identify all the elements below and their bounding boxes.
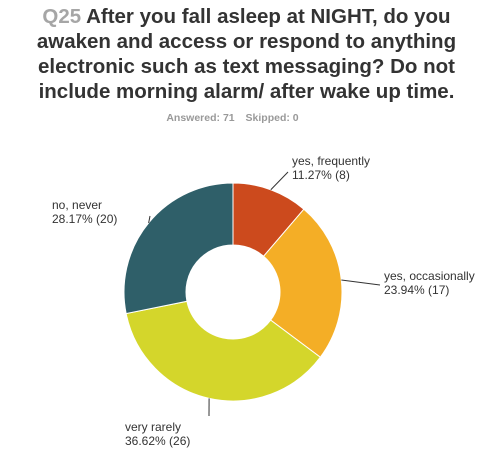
- slice-label: yes, occasionally: [384, 269, 475, 283]
- slice-value-label: 11.27% (8): [292, 168, 350, 182]
- question-text-line-1: After you fall asleep at NIGHT, do you: [86, 5, 451, 28]
- leader-line: [341, 279, 381, 286]
- slice-value-label: 36.62% (26): [125, 434, 190, 448]
- question-text-line-4: include morning alarm/ after wake up tim…: [38, 80, 455, 103]
- slice-label: yes, frequently: [292, 154, 370, 168]
- slice-yes-occasionally[interactable]: [262, 208, 343, 358]
- slice-value-label: 23.94% (17): [384, 283, 449, 297]
- slice-no-never[interactable]: [123, 182, 234, 315]
- leader-line: [148, 215, 151, 224]
- question-text-line-3: electronic such as text messaging? Do no…: [38, 55, 455, 78]
- slice-label: no, never: [52, 198, 102, 212]
- leader-line: [270, 171, 289, 191]
- slice-very-rarely[interactable]: [125, 300, 322, 402]
- slice-label: very rarely: [125, 420, 181, 434]
- skipped-count: Skipped: 0: [245, 112, 299, 124]
- question-text-line-2: awaken and access or respond to anything: [36, 30, 457, 53]
- question-title: Q25 After you fall asleep at NIGHT, do y…: [0, 4, 493, 104]
- question-number: Q25: [42, 5, 82, 28]
- answered-count: Answered: 71: [166, 112, 235, 124]
- slice-value-label: 28.17% (20): [52, 212, 117, 226]
- response-stats: Answered: 71 Skipped: 0: [0, 112, 465, 124]
